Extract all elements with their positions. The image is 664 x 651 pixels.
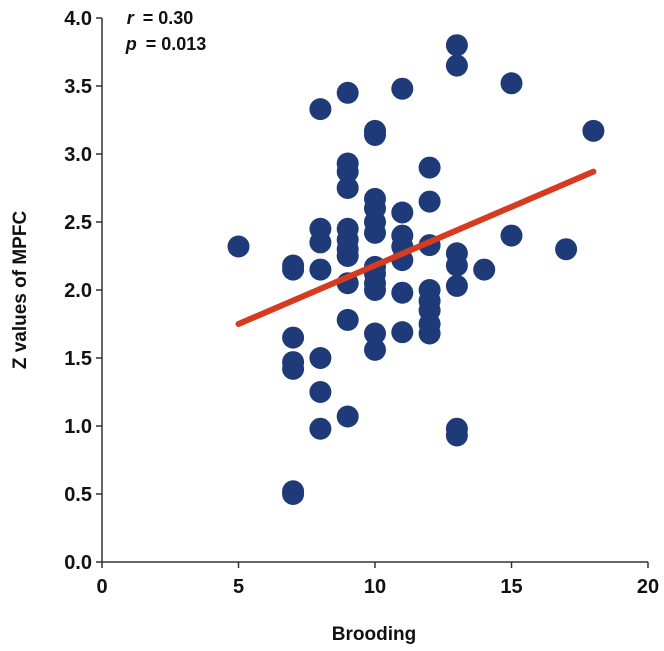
y-tick-label: 1.5	[64, 348, 92, 370]
data-point	[445, 54, 468, 77]
data-point	[282, 326, 305, 349]
data-point	[418, 190, 441, 213]
data-point	[418, 322, 441, 345]
y-tick-label: 1.0	[64, 416, 92, 438]
data-point	[364, 279, 386, 301]
data-point	[500, 72, 523, 95]
data-point	[364, 123, 386, 146]
r-annotation: r = 0.30	[127, 8, 194, 28]
data-point	[473, 258, 496, 281]
data-point	[364, 338, 386, 361]
y-tick-label: 0.0	[64, 552, 92, 574]
regression-line	[235, 168, 597, 327]
data-point	[282, 357, 305, 380]
x-tick-label: 15	[500, 576, 522, 598]
x-axis-title: Brooding	[332, 624, 416, 645]
stats-annotation: r = 0.30 p = 0.013	[125, 8, 207, 54]
r-label: r	[127, 8, 135, 28]
data-point	[309, 381, 332, 403]
y-tick-label: 0.5	[64, 484, 92, 506]
y-tick-label: 2.5	[64, 212, 92, 234]
data-point	[227, 235, 250, 258]
x-tick-label: 10	[364, 576, 386, 598]
data-point	[336, 81, 359, 104]
data-point	[555, 238, 578, 261]
data-point	[336, 245, 359, 267]
data-point	[445, 274, 468, 297]
data-point	[391, 281, 414, 304]
p-value: = 0.013	[146, 34, 207, 54]
data-point	[309, 98, 332, 121]
data-point	[336, 160, 359, 183]
data-point	[364, 322, 386, 345]
data-point	[582, 119, 605, 142]
y-tick-label: 4.0	[64, 8, 92, 30]
x-tick-label: 5	[233, 576, 244, 598]
data-point	[391, 201, 414, 224]
y-axis-title: Z values of MPFC	[10, 211, 31, 370]
y-tick-label: 3.0	[64, 144, 92, 166]
data-point	[500, 224, 523, 247]
x-tick-label: 0	[96, 576, 107, 598]
x-tick-label: 20	[637, 576, 659, 598]
data-point	[391, 77, 414, 100]
data-point	[309, 417, 332, 440]
data-point	[336, 405, 359, 428]
data-point	[336, 177, 359, 199]
data-point	[391, 321, 414, 344]
data-point	[309, 258, 332, 281]
y-tick-label: 3.5	[64, 76, 92, 98]
data-point	[364, 221, 386, 244]
data-point	[445, 424, 468, 447]
data-point	[445, 254, 468, 277]
data-point	[309, 231, 332, 254]
data-point	[445, 34, 468, 57]
data-point	[418, 156, 441, 179]
data-point	[336, 308, 359, 331]
data-point	[282, 258, 305, 281]
data-point	[309, 347, 332, 369]
p-label: p	[125, 34, 137, 54]
y-tick-label: 2.0	[64, 280, 92, 302]
data-point	[282, 483, 305, 505]
r-value: = 0.30	[143, 8, 194, 28]
p-annotation: p = 0.013	[125, 34, 207, 54]
